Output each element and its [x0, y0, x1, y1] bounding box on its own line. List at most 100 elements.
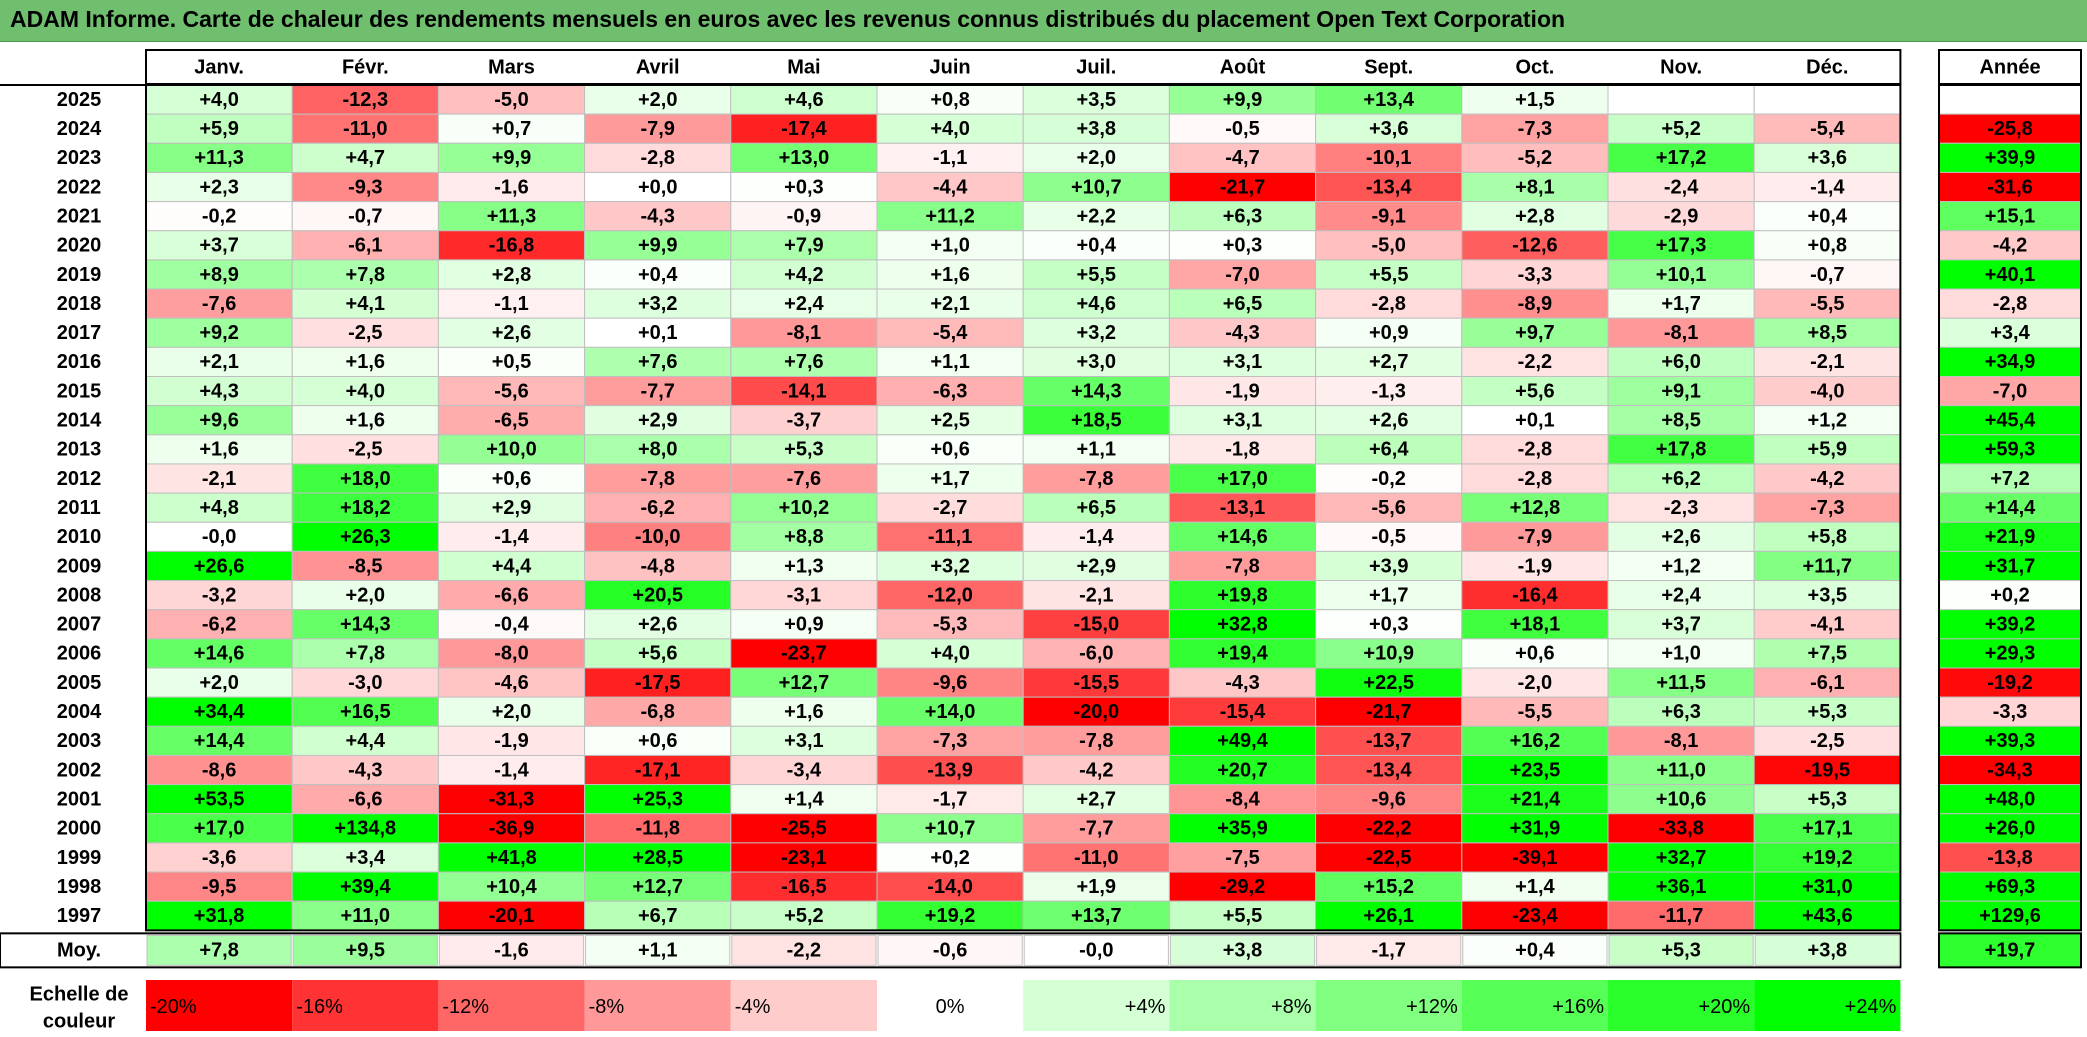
cell-value: -0,7 — [1810, 264, 1844, 286]
cell-value: +14,0 — [925, 701, 976, 723]
row-year-label: 1998 — [57, 876, 102, 898]
cell-value: +14,3 — [340, 614, 391, 636]
cell-value: -12,3 — [343, 89, 389, 111]
cell-value: -5,6 — [494, 380, 528, 402]
heatmap-cell — [1168, 288, 1317, 319]
average-value: +5,3 — [1661, 940, 1700, 962]
cell-value: -5,5 — [1518, 701, 1552, 723]
cell-value: -22,5 — [1366, 847, 1412, 869]
heatmap-cell — [291, 346, 439, 378]
cell-value: -9,1 — [1371, 205, 1405, 227]
row-year-label: 2000 — [57, 818, 102, 840]
cell-value: +6,7 — [638, 905, 677, 927]
cell-value: +4,3 — [199, 380, 238, 402]
scale-label: couleur — [43, 1010, 115, 1032]
cell-value: +0,4 — [638, 264, 678, 286]
scale-step-label: +12% — [1406, 996, 1458, 1018]
month-header: Mars — [488, 56, 535, 78]
heatmap-cell — [1607, 405, 1755, 436]
row-year-label: 2024 — [57, 118, 102, 140]
heatmap-cell — [437, 171, 586, 203]
cell-value: +8,5 — [1808, 322, 1847, 344]
cell-value: +17,2 — [1656, 147, 1707, 169]
heatmap-cell — [291, 725, 439, 756]
heatmap-cell — [1315, 492, 1463, 523]
row-year-label: 2020 — [57, 235, 102, 257]
cell-value: +19,4 — [1217, 643, 1268, 665]
row-year-label: 1999 — [57, 847, 102, 869]
cell-value: +4,2 — [784, 264, 823, 286]
cell-value: +13,7 — [1071, 905, 1122, 927]
cell-value: -11,7 — [1659, 905, 1703, 927]
heatmap-cell — [145, 784, 293, 815]
heatmap-cell — [1315, 609, 1463, 640]
cell-value: -10,0 — [635, 526, 681, 548]
cell-value: -9,3 — [348, 176, 382, 198]
cell-value: +6,2 — [1661, 468, 1700, 490]
cell-value: -2,8 — [640, 147, 674, 169]
year-header-frame — [1938, 49, 2082, 85]
cell-value: +9,6 — [199, 410, 238, 432]
heatmap-cell — [1753, 463, 1901, 494]
heatmap-cell — [876, 754, 1024, 786]
annual-cell — [1938, 84, 2082, 115]
cell-value: -3,6 — [202, 847, 236, 869]
heatmap-cell — [1607, 259, 1755, 290]
cell-value: +11,3 — [194, 147, 244, 169]
heatmap-cell — [437, 813, 586, 844]
cell-value: -16,4 — [1512, 584, 1558, 606]
annual-value: +45,4 — [1985, 410, 2036, 432]
cell-value: +11,7 — [1803, 555, 1853, 577]
cell-value: +4,6 — [1077, 293, 1116, 315]
cell-value: +2,6 — [492, 322, 531, 344]
heatmap-cell — [437, 201, 586, 232]
annual-cell — [1938, 550, 2082, 582]
heatmap-cell — [1315, 638, 1463, 669]
annual-value: +129,6 — [1979, 905, 2041, 927]
heatmap-cell — [145, 725, 293, 756]
heatmap-cell — [1315, 405, 1463, 436]
cell-value: -4,2 — [1810, 468, 1844, 490]
cell-value: +17,8 — [1656, 439, 1707, 461]
cell-value: -7,8 — [640, 468, 674, 490]
cell-value: -5,2 — [1518, 147, 1552, 169]
scale-step-label: -20% — [150, 996, 197, 1018]
cell-value: -0,9 — [787, 205, 821, 227]
heatmap-cell — [1315, 113, 1463, 144]
scale-swatch — [584, 980, 731, 1031]
cell-value: -3,3 — [1518, 264, 1552, 286]
cell-value: +1,1 — [1077, 439, 1116, 461]
cell-value: -7,6 — [202, 293, 236, 315]
cell-value: +4,1 — [346, 293, 385, 315]
average-cell — [731, 934, 877, 966]
annual-value: +7,2 — [1990, 468, 2029, 490]
cell-value: +0,8 — [1808, 235, 1847, 257]
heatmap-cell — [876, 696, 1024, 727]
heatmap-cell — [1753, 492, 1901, 523]
month-header: Juil. — [1076, 56, 1116, 78]
heatmap-cell — [1753, 376, 1901, 407]
cell-value: +2,9 — [1077, 555, 1116, 577]
cell-value: +2,1 — [930, 293, 969, 315]
heatmap-cell — [437, 346, 586, 378]
cell-value: +0,6 — [492, 468, 531, 490]
average-value: +3,8 — [1808, 940, 1847, 962]
average-value: -1,7 — [1371, 940, 1405, 962]
cell-value: -4,3 — [1225, 322, 1259, 344]
heatmap-cell — [1461, 871, 1609, 902]
cell-value: +2,9 — [638, 410, 677, 432]
heatmap-cell — [584, 317, 732, 348]
annual-cell — [1938, 521, 2082, 552]
cell-value: +11,2 — [925, 205, 975, 227]
row-year-label: 2023 — [57, 147, 102, 169]
cell-value: +8,5 — [1661, 410, 1700, 432]
heatmap-cell — [584, 201, 732, 232]
cell-value: -5,6 — [1371, 497, 1405, 519]
cell-value: -2,5 — [348, 439, 382, 461]
cell-value: +3,6 — [1808, 147, 1847, 169]
row-year-label: 2025 — [57, 89, 102, 111]
cell-value: -6,5 — [494, 410, 528, 432]
heatmap-cell — [730, 609, 878, 640]
cell-value: -1,3 — [1371, 380, 1405, 402]
